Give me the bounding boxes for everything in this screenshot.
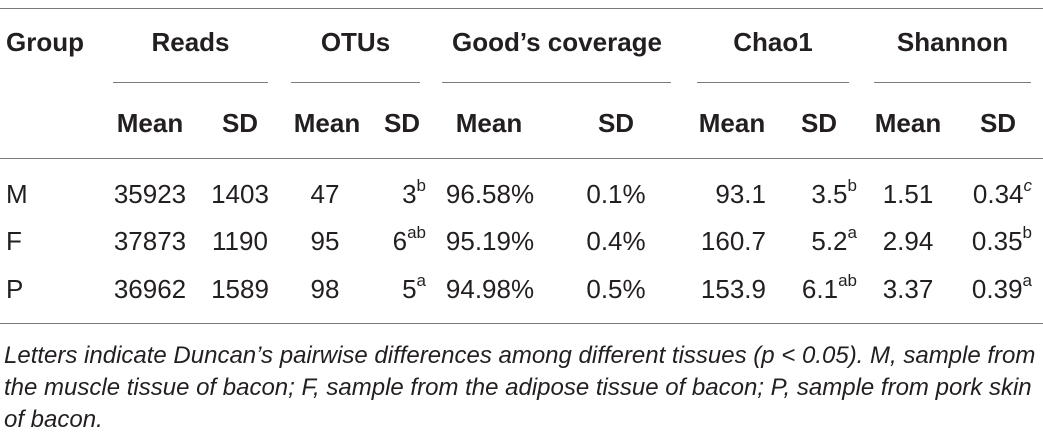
goods-coverage-group-rule [442, 82, 671, 83]
group-header: Group [6, 27, 84, 57]
shannon-sd-cell: 0.34c [972, 176, 1032, 209]
chao1-sd-header: SD [800, 108, 838, 138]
goods-coverage-header: Good’s coverage [452, 27, 662, 57]
shannon-mean-cell: 2.94 [882, 226, 934, 256]
reads-header: Reads [151, 27, 230, 57]
gc-mean-cell: 96.58% [445, 179, 535, 209]
reads-mean-cell: 35923 [113, 179, 187, 209]
otus-header: OTUs [320, 27, 391, 57]
reads-group-rule [113, 82, 268, 83]
reads-sd-header: SD [221, 108, 259, 138]
header-bottom-rule [0, 158, 1043, 159]
gc-sd-cell: 0.1% [586, 179, 646, 209]
group-cell: F [6, 226, 22, 256]
gc-sd-header: SD [597, 108, 635, 138]
chao1-sd-cell: 5.2a [811, 223, 857, 256]
chao1-header: Chao1 [733, 27, 813, 57]
gc-mean-cell: 95.19% [445, 226, 535, 256]
table-top-rule [0, 8, 1043, 9]
otus-mean-cell: 95 [310, 226, 340, 256]
shannon-header: Shannon [896, 27, 1009, 57]
reads-mean-header: Mean [116, 108, 184, 138]
shannon-sd-cell: 0.35b [971, 223, 1032, 256]
reads-mean-cell: 37873 [113, 226, 187, 256]
gc-mean-header: Mean [455, 108, 523, 138]
otus-sd-cell: 5a [402, 271, 426, 304]
table-bottom-rule [0, 323, 1043, 324]
chao1-sd-cell: 3.5b [811, 176, 857, 209]
otus-sd-cell: 3b [402, 176, 426, 209]
group-cell: M [6, 179, 28, 209]
reads-sd-cell: 1403 [211, 179, 269, 209]
shannon-sd-header: SD [979, 108, 1017, 138]
otus-group-rule [291, 82, 420, 83]
shannon-sd-cell: 0.39a [971, 271, 1032, 304]
chao1-mean-cell: 93.1 [715, 179, 766, 209]
chao1-mean-cell: 160.7 [700, 226, 766, 256]
table-footnote: Letters indicate Duncan’s pairwise diffe… [4, 342, 1036, 433]
otus-mean-cell: 98 [310, 274, 340, 304]
chao1-mean-header: Mean [698, 108, 766, 138]
chao1-sd-cell: 6.1ab [801, 271, 857, 304]
chao1-mean-cell: 153.9 [700, 274, 766, 304]
reads-sd-cell: 1589 [211, 274, 269, 304]
shannon-mean-cell: 3.37 [882, 274, 934, 304]
otus-sd-cell: 6ab [392, 223, 426, 256]
shannon-mean-cell: 1.51 [882, 179, 934, 209]
reads-mean-cell: 36962 [113, 274, 187, 304]
otus-mean-header: Mean [293, 108, 361, 138]
shannon-group-rule [874, 82, 1031, 83]
group-cell: P [6, 274, 24, 304]
reads-sd-cell: 1190 [212, 226, 268, 256]
otus-mean-cell: 47 [310, 179, 340, 209]
gc-mean-cell: 94.98% [445, 274, 535, 304]
shannon-mean-header: Mean [874, 108, 942, 138]
otus-sd-header: SD [383, 108, 421, 138]
gc-sd-cell: 0.4% [586, 226, 646, 256]
chao1-group-rule [697, 82, 849, 83]
gc-sd-cell: 0.5% [586, 274, 646, 304]
